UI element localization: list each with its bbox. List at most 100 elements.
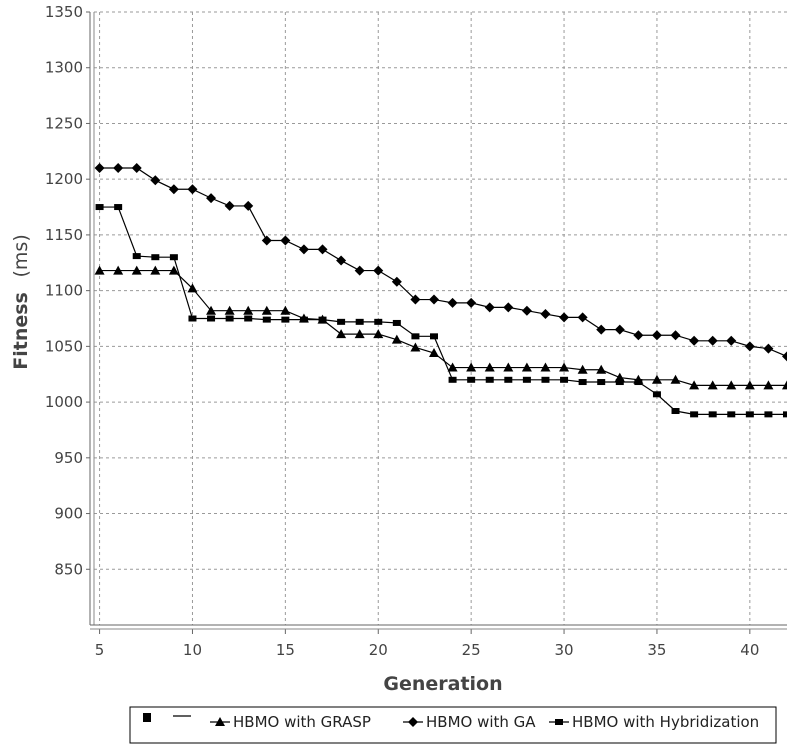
data-point-hbmo-with-grasp [782, 380, 787, 390]
series-hbmo-with-ga [94, 163, 787, 362]
data-point-hbmo-with-hybridization [207, 315, 216, 322]
y-axis-title-unit: (ms) [10, 234, 32, 277]
data-point-hbmo-with-ga [94, 163, 105, 174]
series-hbmo-with-hybridization [95, 204, 787, 418]
data-point-hbmo-with-hybridization [578, 379, 587, 386]
data-point-hbmo-with-grasp [651, 374, 662, 384]
data-point-hbmo-with-grasp [763, 380, 774, 390]
data-point-hbmo-with-hybridization [244, 315, 253, 322]
data-point-hbmo-with-grasp [113, 265, 124, 275]
data-point-hbmo-with-ga [670, 330, 681, 341]
data-point-hbmo-with-grasp [503, 362, 514, 372]
x-tick-label: 40 [740, 641, 759, 659]
data-point-hbmo-with-hybridization [392, 319, 401, 326]
data-point-hbmo-with-hybridization [783, 411, 787, 418]
data-point-hbmo-with-hybridization [448, 376, 457, 383]
data-point-hbmo-with-hybridization [429, 333, 438, 340]
y-tick-label: 1250 [45, 114, 83, 132]
data-point-hbmo-with-grasp [744, 380, 755, 390]
data-point-hbmo-with-ga [261, 235, 272, 246]
data-point-hbmo-with-hybridization [132, 253, 141, 260]
data-point-hbmo-with-hybridization [634, 379, 643, 386]
data-point-hbmo-with-hybridization [169, 254, 178, 261]
data-point-hbmo-with-hybridization [522, 376, 531, 383]
data-point-hbmo-with-hybridization [355, 318, 364, 325]
grid [94, 11, 787, 625]
legend-marker-hbmo-with-hybridization [555, 719, 563, 725]
data-point-hbmo-with-hybridization [560, 376, 569, 383]
data-point-hbmo-with-grasp [168, 265, 179, 275]
data-point-hbmo-with-hybridization [225, 315, 234, 322]
data-point-hbmo-with-grasp [224, 305, 235, 315]
data-point-hbmo-with-hybridization [318, 316, 327, 323]
data-point-hbmo-with-hybridization [151, 254, 160, 261]
data-point-hbmo-with-grasp [540, 362, 551, 372]
data-point-hbmo-with-ga [503, 302, 514, 313]
data-point-hbmo-with-hybridization [411, 333, 420, 340]
data-point-hbmo-with-ga [707, 335, 718, 346]
legend-marker-hbmo-with-ga [408, 717, 418, 727]
data-point-hbmo-with-ga [391, 276, 402, 287]
data-point-hbmo-with-grasp [373, 329, 384, 339]
data-point-hbmo-with-ga [298, 244, 309, 255]
data-point-hbmo-with-ga [280, 235, 291, 246]
x-tick-label: 35 [647, 641, 666, 659]
data-point-hbmo-with-ga [243, 200, 254, 211]
data-point-hbmo-with-hybridization [504, 376, 513, 383]
y-axis-title-text: Fitness [10, 292, 32, 370]
x-axis-ticks: 5 10 15 20 25 30 35 40 [95, 629, 759, 659]
data-point-hbmo-with-ga [373, 265, 384, 276]
data-point-hbmo-with-grasp [670, 374, 681, 384]
data-point-hbmo-with-ga [484, 302, 495, 313]
data-point-hbmo-with-grasp [447, 362, 458, 372]
data-point-hbmo-with-ga [168, 184, 179, 195]
data-point-hbmo-with-grasp [261, 305, 272, 315]
data-point-hbmo-with-grasp [466, 362, 477, 372]
x-tick-label: 15 [276, 641, 295, 659]
data-point-hbmo-with-grasp [243, 305, 254, 315]
data-point-hbmo-with-ga [150, 175, 161, 186]
data-point-hbmo-with-grasp [187, 283, 198, 293]
data-point-hbmo-with-ga [354, 265, 365, 276]
data-point-hbmo-with-hybridization [374, 318, 383, 325]
data-point-hbmo-with-ga [633, 330, 644, 341]
series-line-hbmo-with-grasp [99, 269, 787, 386]
data-point-hbmo-with-hybridization [114, 204, 123, 211]
legend-label-hbmo-with-ga: HBMO with GA [426, 713, 536, 731]
y-tick-label: 1200 [45, 170, 83, 188]
data-point-hbmo-with-hybridization [708, 411, 717, 418]
data-point-hbmo-with-grasp [94, 265, 105, 275]
legend-square-glyph [143, 713, 151, 722]
data-point-hbmo-with-ga [113, 163, 124, 174]
data-point-hbmo-with-hybridization [745, 411, 754, 418]
data-point-hbmo-with-ga [540, 309, 551, 320]
y-tick-label: 900 [54, 505, 83, 523]
data-point-hbmo-with-grasp [521, 362, 532, 372]
data-point-hbmo-with-grasp [596, 364, 607, 374]
data-point-hbmo-with-grasp [707, 380, 718, 390]
data-point-hbmo-with-ga [726, 335, 737, 346]
data-point-hbmo-with-ga [447, 297, 458, 308]
data-point-hbmo-with-ga [596, 324, 607, 335]
y-axis-ticks: 850 900 950 1000 1050 1100 1150 1200 1250 1300 135… [45, 3, 90, 578]
data-point-hbmo-with-ga [577, 312, 588, 323]
y-tick-label: 1150 [45, 226, 83, 244]
legend-label-hbmo-with-hybridization: HBMO with Hybridization [572, 713, 759, 731]
data-point-hbmo-with-ga [689, 335, 700, 346]
data-point-hbmo-with-grasp [428, 348, 439, 358]
data-point-hbmo-with-grasp [391, 334, 402, 344]
series-layer [94, 163, 787, 418]
legend-marker-hbmo-with-grasp [215, 717, 225, 726]
data-point-hbmo-with-ga [466, 297, 477, 308]
y-tick-label: 1300 [45, 59, 83, 77]
data-point-hbmo-with-hybridization [541, 376, 550, 383]
x-tick-label: 10 [183, 641, 202, 659]
data-point-hbmo-with-grasp [689, 380, 700, 390]
data-point-hbmo-with-grasp [206, 305, 217, 315]
x-tick-label: 20 [369, 641, 388, 659]
data-point-hbmo-with-grasp [559, 362, 570, 372]
data-point-hbmo-with-grasp [131, 265, 142, 275]
y-tick-label: 1350 [45, 3, 83, 21]
data-point-hbmo-with-ga [224, 200, 235, 211]
